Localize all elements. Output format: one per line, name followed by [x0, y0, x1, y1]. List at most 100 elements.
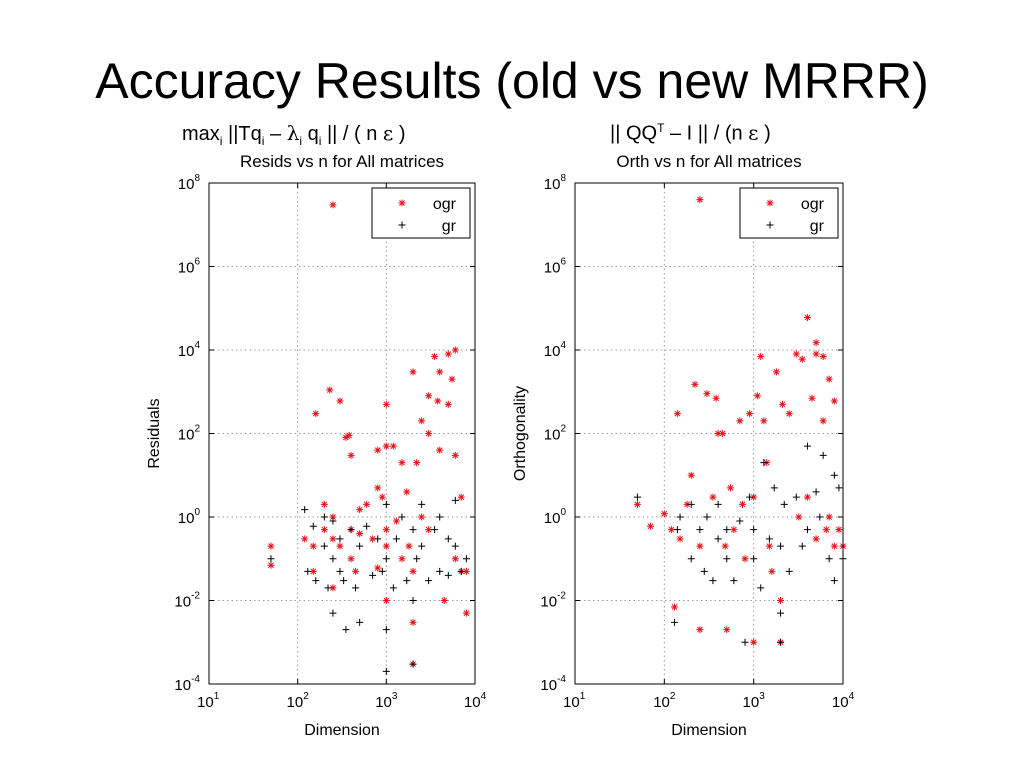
data-point-ogr [667, 526, 675, 534]
data-point-ogr [356, 530, 364, 538]
data-point-gr [356, 542, 364, 550]
data-point-ogr [374, 446, 382, 454]
y-tick-label: 106 [178, 257, 201, 277]
chart-title: Resids vs n for All matrices [240, 152, 444, 171]
data-point-ogr [451, 346, 459, 354]
data-point-ogr [750, 638, 758, 646]
data-point-gr [703, 513, 711, 521]
data-point-ogr [765, 542, 773, 550]
data-point-ogr [398, 459, 406, 467]
data-point-ogr [444, 350, 452, 358]
data-point-ogr [825, 375, 833, 383]
data-point-ogr [772, 368, 780, 376]
data-point-ogr [374, 564, 382, 572]
y-tick-label: 104 [178, 340, 201, 360]
caption-left-norm: ||Tq [222, 123, 262, 145]
data-point-gr [356, 618, 364, 626]
data-point-ogr [267, 542, 275, 550]
plot-frame [574, 182, 844, 685]
data-point-ogr [405, 542, 413, 550]
data-point-gr [409, 526, 417, 534]
data-point-ogr [462, 567, 470, 575]
data-point-ogr [753, 392, 761, 400]
plot-frame [208, 182, 476, 685]
data-point-gr [736, 517, 744, 525]
data-point-ogr [309, 542, 317, 550]
data-point-ogr [723, 626, 731, 634]
data-point-gr [347, 526, 355, 534]
data-point-ogr [812, 535, 820, 543]
data-point-gr [352, 584, 360, 592]
data-point-gr [798, 542, 806, 550]
data-point-ogr [691, 380, 699, 388]
data-point-gr [714, 500, 722, 508]
data-point-ogr [382, 542, 390, 550]
data-point-gr [803, 442, 811, 450]
y-tick-label: 108 [544, 173, 567, 193]
data-point-gr [777, 609, 785, 617]
data-point-gr [425, 577, 433, 585]
data-point-gr [676, 513, 684, 521]
data-point-ogr [347, 555, 355, 563]
legend-marker-ogr [766, 199, 774, 207]
data-point-gr [431, 526, 439, 534]
data-point-ogr [696, 196, 704, 204]
caption-left-sub-i2: i [261, 134, 265, 148]
legend-label-ogr: ogr [433, 196, 457, 213]
data-point-ogr [822, 526, 830, 534]
data-point-ogr [418, 513, 426, 521]
data-point-gr [336, 535, 344, 543]
data-point-ogr [345, 431, 353, 439]
data-point-ogr [660, 510, 668, 518]
data-point-ogr [768, 567, 776, 575]
right-formula-caption: || QQT – I || / (n ε ) [610, 116, 771, 146]
data-point-gr [342, 626, 350, 634]
data-point-gr [444, 535, 452, 543]
data-point-ogr [714, 430, 722, 437]
data-point-ogr [803, 493, 811, 501]
caption-left-close: ) [393, 123, 406, 145]
data-point-ogr [425, 430, 433, 437]
caption-right-sup-T: T [657, 121, 665, 135]
data-point-gr [389, 584, 397, 592]
data-point-ogr [418, 417, 426, 425]
y-tick-label: 10-4 [174, 674, 200, 694]
data-point-gr [714, 535, 722, 543]
data-point-ogr [808, 394, 816, 402]
x-tick-label: 104 [464, 691, 487, 711]
data-point-ogr [703, 390, 711, 398]
data-point-ogr [326, 386, 334, 394]
data-point-ogr [778, 400, 786, 408]
data-point-ogr [312, 410, 320, 418]
data-point-gr [730, 577, 738, 585]
data-point-ogr [451, 555, 459, 563]
data-point-ogr [830, 542, 838, 550]
data-point-ogr [409, 618, 417, 626]
data-point-ogr [392, 517, 400, 525]
caption-right-epsilon: ε [748, 120, 759, 145]
data-point-gr [696, 526, 704, 534]
data-point-gr [329, 609, 337, 617]
caption-left-dash: – [264, 123, 287, 145]
data-point-ogr [403, 488, 411, 496]
data-point-gr [409, 660, 417, 668]
data-point-ogr [830, 397, 838, 405]
data-point-ogr [673, 410, 681, 418]
data-point-ogr [409, 368, 417, 376]
data-point-gr [451, 542, 459, 550]
data-point-gr [709, 577, 717, 585]
data-point-ogr [757, 352, 765, 360]
data-point-gr [750, 526, 758, 534]
data-point-ogr [819, 417, 827, 425]
data-point-gr [418, 542, 426, 550]
data-point-ogr [676, 535, 684, 543]
data-point-gr [757, 584, 765, 592]
data-point-ogr [739, 500, 747, 508]
y-tick-label: 100 [178, 507, 201, 527]
data-point-ogr [369, 535, 377, 543]
data-point-ogr [709, 493, 717, 501]
data-point-gr [723, 526, 731, 534]
data-point-ogr [425, 526, 433, 534]
data-point-gr [409, 597, 417, 604]
